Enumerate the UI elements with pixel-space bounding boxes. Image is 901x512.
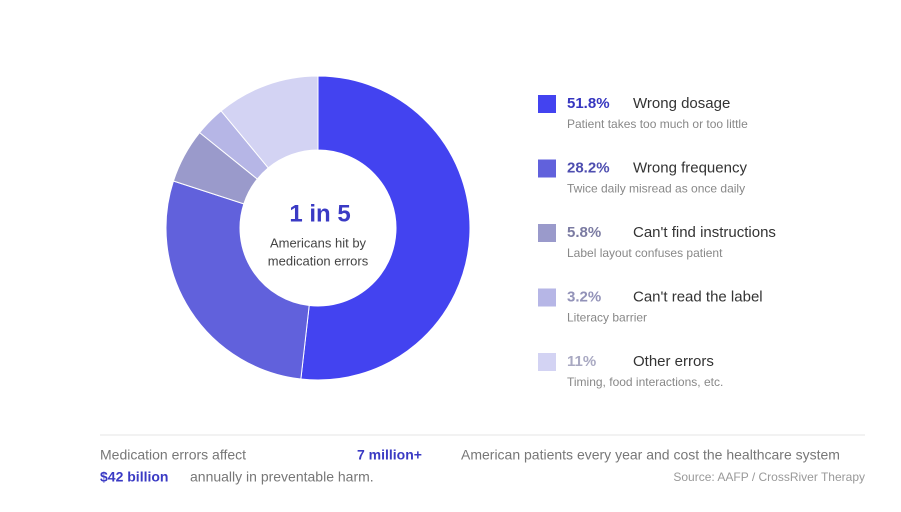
legend-description: Literacy barrier	[567, 311, 647, 325]
legend-swatch	[538, 224, 556, 242]
footer-highlight: 7 million+	[357, 447, 422, 463]
value-label: 28.2%	[567, 159, 610, 176]
legend-swatch	[538, 353, 556, 371]
legend-label: Can't find instructions	[633, 224, 776, 241]
legend-swatch	[538, 95, 556, 113]
value-label: 3.2%	[567, 288, 601, 305]
center-subtitle: medication errors	[268, 253, 369, 268]
footer-text: Medication errors affect	[100, 447, 246, 463]
legend-description: Patient takes too much or too little	[567, 117, 748, 131]
value-label: 11%	[567, 353, 596, 370]
slice	[165, 180, 310, 380]
legend-description: Label layout confuses patient	[567, 246, 723, 260]
legend-label: Can't read the label	[633, 288, 763, 305]
value-label: 51.8%	[567, 95, 610, 112]
footer-highlight: $42 billion	[100, 469, 168, 485]
source: Source: AAFP / CrossRiver Therapy	[673, 470, 865, 484]
slice	[300, 75, 471, 381]
center-title: 1 in 5	[289, 200, 350, 227]
legend-label: Wrong dosage	[633, 95, 730, 112]
legend-label: Other errors	[633, 353, 714, 370]
legend-description: Twice daily misread as once daily	[567, 182, 745, 196]
legend-swatch	[538, 159, 556, 178]
slice	[220, 75, 319, 169]
footer-text: American patients every year and cost th…	[461, 447, 840, 463]
footer-text: annually in preventable harm.	[190, 469, 374, 485]
legend-swatch	[538, 288, 556, 307]
center-subtitle: Americans hit by	[270, 235, 367, 250]
value-label: 5.8%	[567, 224, 601, 241]
legend-label: Wrong frequency	[633, 159, 747, 176]
legend-description: Timing, food interactions, etc.	[567, 375, 723, 389]
